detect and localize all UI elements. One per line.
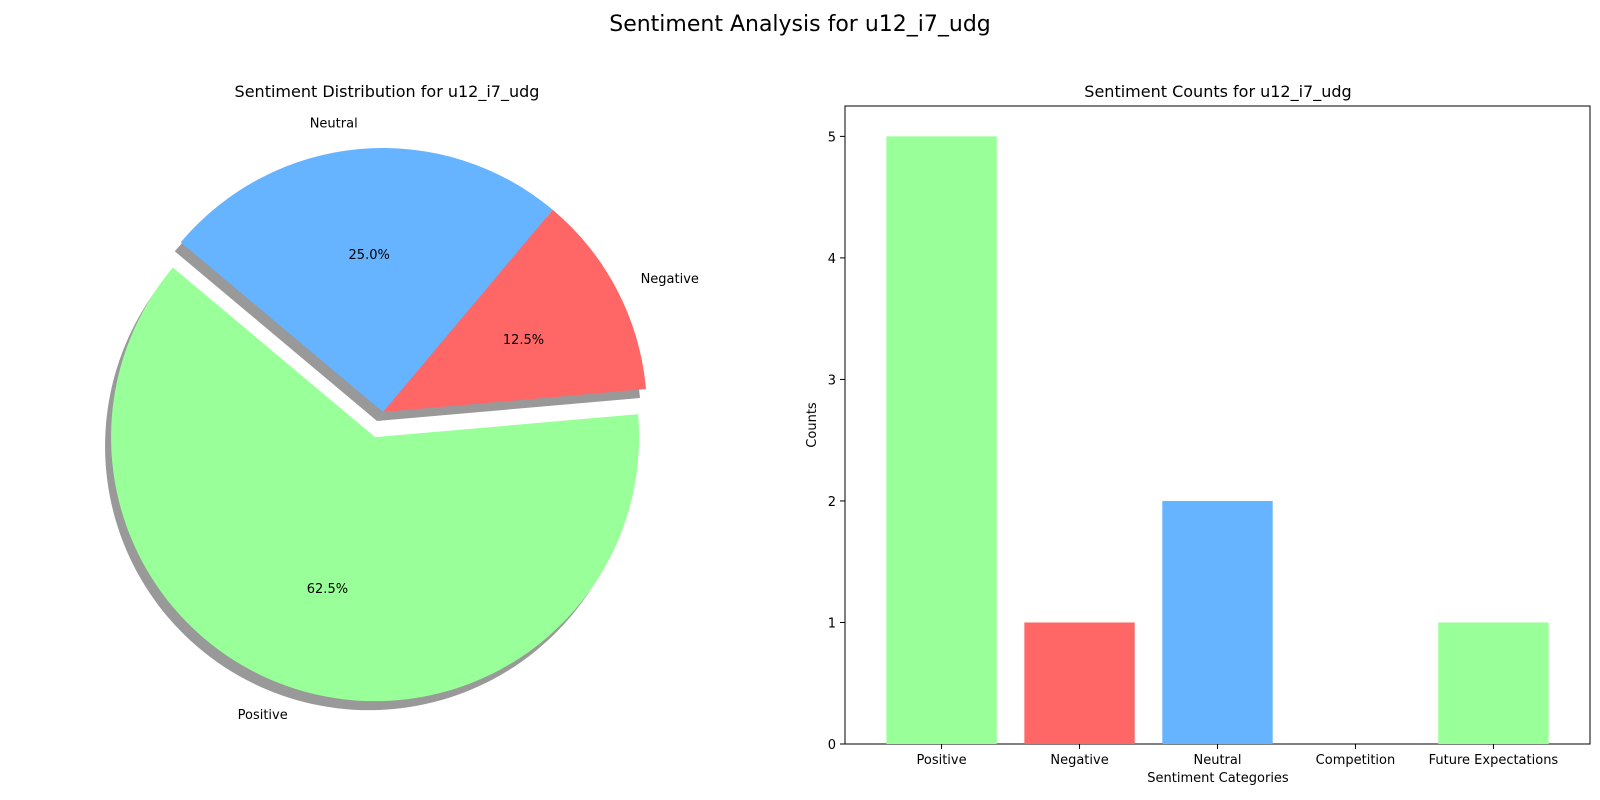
bars <box>886 136 1549 744</box>
x-tick-label-future-expectations: Future Expectations <box>1429 753 1559 768</box>
pie-pct-positive: 62.5% <box>307 582 348 597</box>
pie-pct-neutral: 25.0% <box>349 248 390 263</box>
pie-slice-negative <box>383 209 646 412</box>
pie-pct-negative: 12.5% <box>503 333 544 348</box>
y-tick-label-2: 2 <box>828 495 836 510</box>
pie-label-neutral: Neutral <box>310 117 358 132</box>
bar-positive <box>886 136 997 744</box>
figure-title: Sentiment Analysis for u12_i7_udg <box>609 12 991 37</box>
y-axis-label: Counts <box>805 402 820 448</box>
pie-label-positive: Positive <box>238 708 288 723</box>
bar-neutral <box>1162 500 1273 744</box>
bar-title: Sentiment Counts for u12_i7_udg <box>1084 82 1351 102</box>
y-tick-label-4: 4 <box>828 252 836 267</box>
x-axis-ticks: Positive Negative Neutral Competition Future… <box>917 744 1559 768</box>
pie-slices <box>111 148 646 702</box>
pie-chart: Sentiment Distribution for u12_i7_udg Po… <box>105 82 699 723</box>
x-tick-label-neutral: Neutral <box>1194 753 1242 768</box>
x-tick-label-positive: Positive <box>917 753 967 768</box>
pie-slice-neutral <box>180 148 553 413</box>
x-tick-label-competition: Competition <box>1316 753 1396 768</box>
y-tick-label-1: 1 <box>828 616 836 631</box>
x-axis-label: Sentiment Categories <box>1147 771 1289 786</box>
y-axis-ticks: 0 1 2 3 4 5 <box>828 130 845 753</box>
pie-slice-positive <box>111 267 640 702</box>
pie-labels: Positive 62.5% Negative 12.5% Neutral 25.0% <box>238 117 699 723</box>
bar-future-expectations <box>1438 622 1549 744</box>
pie-label-negative: Negative <box>641 272 699 287</box>
x-tick-label-negative: Negative <box>1050 753 1108 768</box>
pie-title: Sentiment Distribution for u12_i7_udg <box>235 82 540 102</box>
bar-negative <box>1024 622 1135 744</box>
bar-chart: Sentiment Counts for u12_i7_udg 0 1 2 3 4 5 P… <box>805 82 1591 786</box>
y-tick-label-3: 3 <box>828 373 836 388</box>
y-tick-label-0: 0 <box>828 738 836 753</box>
y-tick-label-5: 5 <box>828 130 836 145</box>
